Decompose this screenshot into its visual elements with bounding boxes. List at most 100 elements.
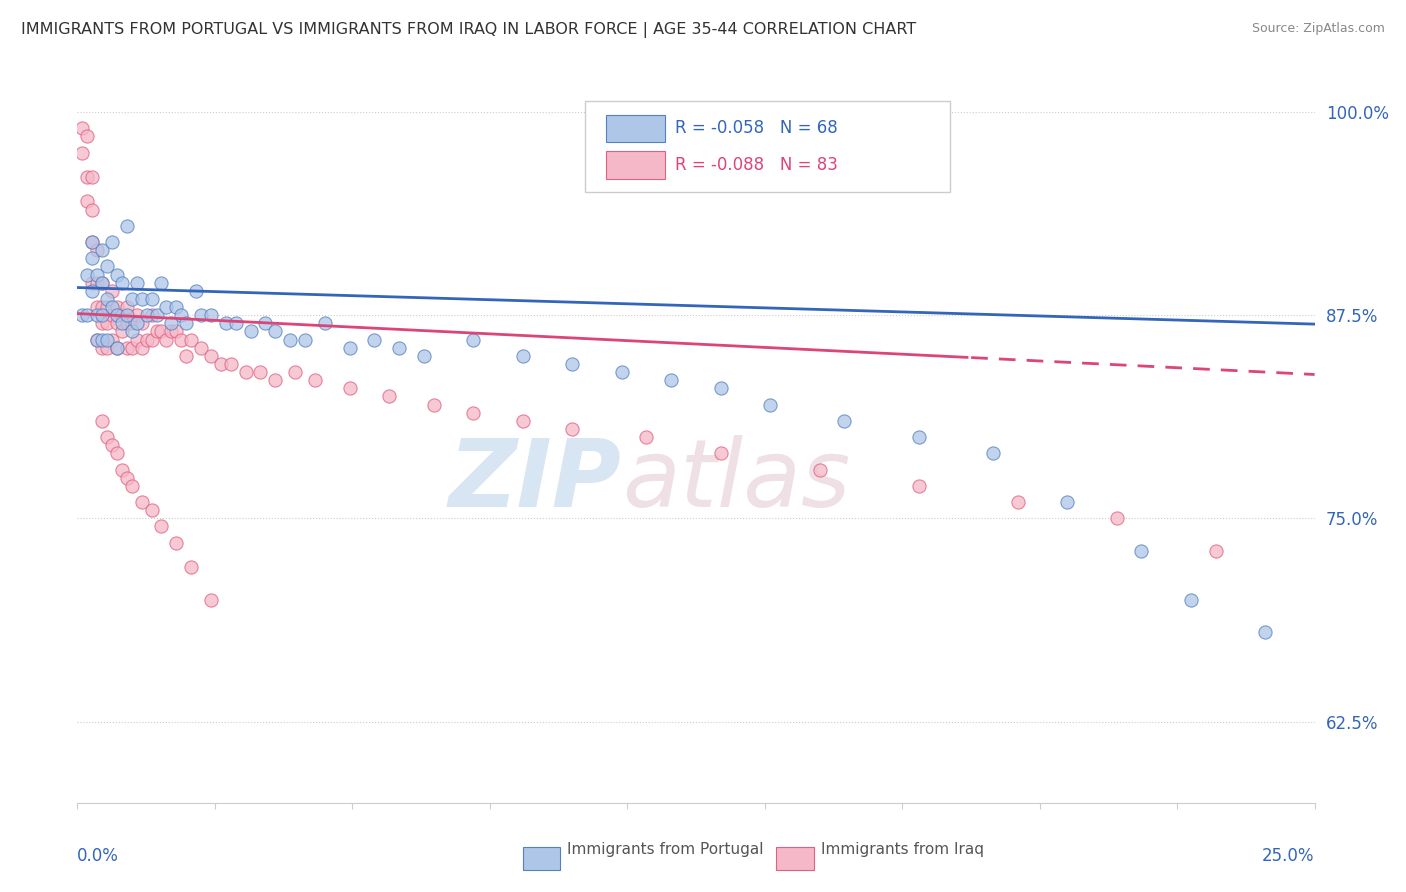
Point (636, 430, 658, 444)
Point (121, 479, 143, 493)
Point (101, 438, 124, 452)
Point (76, 129, 98, 144)
Point (981, 446, 1004, 460)
Point (115, 300, 138, 314)
Point (422, 398, 444, 412)
Point (76, 268, 98, 282)
Point (141, 503, 163, 517)
Point (82, 284, 104, 298)
Point (264, 325, 287, 339)
Point (121, 316, 143, 330)
Bar (606, 151, 665, 179)
FancyBboxPatch shape (585, 101, 949, 192)
Point (834, 414, 856, 428)
Point (82, 202, 104, 217)
Point (190, 341, 212, 355)
Point (145, 325, 167, 339)
Bar (776, 847, 814, 870)
Point (86, 333, 108, 347)
Point (378, 389, 401, 403)
Point (659, 373, 682, 387)
Point (105, 341, 128, 355)
Point (76, 308, 98, 322)
Point (278, 333, 301, 347)
Point (200, 349, 222, 363)
Text: ZIP: ZIP (449, 435, 621, 527)
Point (264, 373, 287, 387)
Point (907, 430, 929, 444)
Point (219, 357, 242, 371)
Point (86, 333, 108, 347)
Point (180, 333, 202, 347)
Point (135, 333, 157, 347)
Point (91, 316, 114, 330)
Point (111, 276, 134, 290)
Point (105, 308, 128, 322)
Point (235, 365, 257, 379)
Point (209, 357, 232, 371)
Point (131, 316, 153, 330)
Point (115, 341, 138, 355)
Point (101, 308, 124, 322)
Point (105, 341, 128, 355)
Point (111, 316, 134, 330)
Point (96, 260, 118, 274)
Point (512, 414, 534, 428)
Point (121, 292, 143, 306)
Text: 0.0%: 0.0% (77, 847, 120, 864)
Point (101, 235, 124, 249)
Text: R = -0.088   N = 83: R = -0.088 N = 83 (675, 156, 838, 174)
Point (710, 446, 733, 460)
Point (115, 471, 138, 485)
Point (225, 316, 247, 330)
Point (131, 292, 153, 306)
Point (72, 121, 94, 136)
Point (125, 333, 148, 347)
Point (82, 235, 104, 249)
Point (155, 300, 177, 314)
Point (170, 333, 193, 347)
Point (131, 495, 153, 509)
Point (150, 276, 173, 290)
Point (72, 308, 94, 322)
Point (76, 194, 98, 209)
Point (91, 308, 114, 322)
Point (101, 284, 124, 298)
Text: IMMIGRANTS FROM PORTUGAL VS IMMIGRANTS FROM IRAQ IN LABOR FORCE | AGE 35-44 CORR: IMMIGRANTS FROM PORTUGAL VS IMMIGRANTS F… (21, 22, 917, 38)
Point (105, 300, 128, 314)
Point (610, 365, 633, 379)
Point (111, 308, 134, 322)
Point (388, 341, 411, 355)
Point (249, 365, 271, 379)
Point (91, 333, 114, 347)
Point (96, 300, 118, 314)
Point (76, 169, 98, 184)
Point (86, 268, 108, 282)
Point (145, 308, 167, 322)
Point (125, 308, 148, 322)
Point (105, 316, 128, 330)
Point (82, 169, 104, 184)
Point (96, 316, 118, 330)
Point (91, 414, 114, 428)
Point (463, 333, 485, 347)
Point (339, 341, 361, 355)
Point (174, 316, 197, 330)
Point (200, 308, 222, 322)
Point (512, 349, 534, 363)
Point (86, 243, 108, 257)
Point (115, 308, 138, 322)
Point (1205, 544, 1227, 558)
Point (111, 325, 134, 339)
Bar (606, 114, 665, 143)
Point (131, 341, 153, 355)
Point (125, 276, 148, 290)
Point (1180, 592, 1202, 607)
Point (190, 308, 212, 322)
Point (96, 292, 118, 306)
Point (339, 381, 361, 395)
Point (105, 446, 128, 460)
Point (1130, 544, 1153, 558)
Point (96, 341, 118, 355)
Point (141, 308, 163, 322)
